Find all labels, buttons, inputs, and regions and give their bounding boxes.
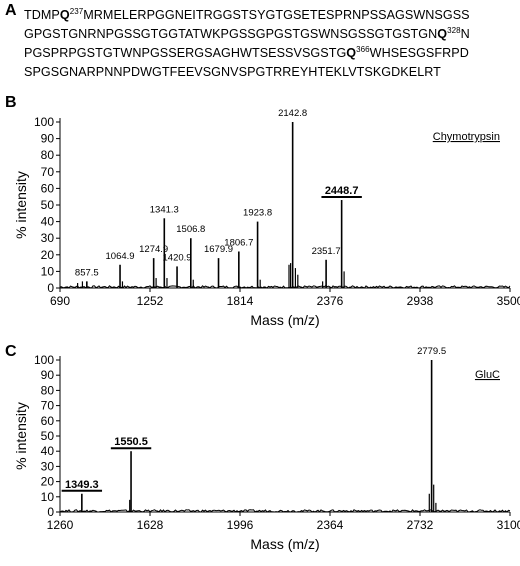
- peak-label: 1679.9: [204, 244, 233, 255]
- y-tick-label: 40: [41, 444, 55, 458]
- peak-label: 2351.7: [312, 246, 341, 257]
- y-tick-label: 80: [41, 383, 55, 397]
- peak-label: 2779.5: [417, 346, 446, 357]
- peak-label: 1806.7: [224, 237, 253, 248]
- y-tick-label: 40: [41, 215, 55, 229]
- y-axis-label: % intensity: [13, 171, 29, 239]
- x-tick-label: 3100: [497, 518, 520, 532]
- sequence-segment: WHSESGSFRPD: [369, 46, 469, 60]
- y-tick-label: 90: [41, 132, 55, 146]
- sequence-segment: SPGSGNARPNNPDWGTFEEVSGNVSPGTRREYHTEKLVTS…: [24, 65, 441, 79]
- sequence-line: SPGSGNARPNNPDWGTFEEVSGNVSPGTRREYHTEKLVTS…: [24, 63, 518, 82]
- glutamine-residue: Q: [59, 8, 70, 22]
- x-tick-label: 1628: [137, 518, 164, 532]
- y-tick-label: 10: [41, 490, 55, 504]
- peak-label: 857.5: [75, 267, 99, 278]
- x-tick-label: 2376: [317, 294, 344, 308]
- x-tick-label: 2364: [317, 518, 344, 532]
- y-tick-label: 80: [41, 148, 55, 162]
- peak-label: 1349.3: [65, 479, 99, 491]
- peak-label: 1420.9: [163, 252, 192, 263]
- y-tick-label: 100: [34, 115, 54, 129]
- y-tick-label: 0: [47, 281, 54, 295]
- y-tick-label: 10: [41, 264, 55, 278]
- y-tick-label: 50: [41, 198, 55, 212]
- x-tick-label: 1814: [227, 294, 254, 308]
- enzyme-annotation: Chymotrypsin: [433, 131, 500, 143]
- sequence-segment: N: [460, 27, 470, 41]
- sequence-segment: PGSPRPGSTGTWNPGSSERGSAGHWTSESSVSGSTG: [24, 46, 347, 60]
- panel-letter-c: C: [5, 343, 17, 360]
- y-tick-label: 50: [41, 429, 55, 443]
- glutamine-residue: Q: [437, 27, 448, 41]
- y-tick-label: 100: [34, 353, 54, 367]
- peak-label: 1923.8: [243, 208, 272, 219]
- x-tick-label: 690: [50, 294, 70, 308]
- y-tick-label: 70: [41, 165, 55, 179]
- y-tick-label: 90: [41, 368, 55, 382]
- sequence-line: GPGSTGNRNPGSSGTGGTATWKPGSSGPGSTGSWNSGSSG…: [24, 25, 518, 44]
- x-tick-label: 1252: [137, 294, 164, 308]
- sequence-segment: GPGSTGNRNPGSSGTGGTATWKPGSSGPGSTGSWNSGSSG…: [24, 27, 438, 41]
- y-tick-label: 70: [41, 399, 55, 413]
- peak-label: 2448.7: [325, 185, 359, 197]
- residue-number: 328: [447, 25, 461, 35]
- y-tick-label: 20: [41, 475, 55, 489]
- panel-letter-b: B: [5, 94, 17, 111]
- peak-label: 1341.3: [150, 204, 179, 215]
- peak-label: 2142.8: [278, 108, 307, 119]
- peak-label: 1064.9: [106, 251, 135, 262]
- sequence-segment: TDMP: [24, 8, 60, 22]
- panel-letter-a: A: [5, 2, 17, 19]
- y-tick-label: 30: [41, 231, 55, 245]
- x-tick-label: 1996: [227, 518, 254, 532]
- x-axis-label: Mass (m/z): [250, 536, 319, 552]
- peptide-sequence: TDMPQ237MRMELERPGGNEITRGGSTSYGTGSETESPRN…: [24, 6, 518, 82]
- peak-label: 1550.5: [114, 436, 148, 448]
- residue-number: 366: [356, 44, 370, 54]
- x-tick-label: 3500: [497, 294, 520, 308]
- sequence-line: PGSPRPGSTGTWNPGSSERGSAGHWTSESSVSGSTGQ366…: [24, 44, 518, 63]
- glutamine-residue: Q: [346, 46, 357, 60]
- peak-label: 1274.9: [139, 244, 168, 255]
- spectrum-baseline: [59, 285, 511, 289]
- sequence-segment: MRMELERPGGNEITRGGSTSYGTGSETESPRNPSSAGSWN…: [83, 8, 470, 22]
- x-axis-label: Mass (m/z): [250, 312, 319, 328]
- y-axis-label: % intensity: [13, 402, 29, 470]
- spectrum-baseline: [59, 509, 511, 513]
- y-tick-label: 20: [41, 248, 55, 262]
- x-tick-label: 1260: [47, 518, 74, 532]
- sequence-line: TDMPQ237MRMELERPGGNEITRGGSTSYGTGSETESPRN…: [24, 6, 518, 25]
- chymotrypsin-mass-spectrum: 0 10 20 30 40 50 60 70 80 90 100 690 1252 1814 2376 293…: [13, 108, 520, 328]
- y-tick-label: 0: [47, 505, 54, 519]
- x-tick-label: 2938: [407, 294, 434, 308]
- peak-label: 1506.8: [176, 224, 205, 235]
- y-tick-label: 60: [41, 414, 55, 428]
- y-tick-label: 60: [41, 181, 55, 195]
- enzyme-annotation: GluC: [475, 369, 500, 381]
- y-tick-label: 30: [41, 459, 55, 473]
- x-tick-label: 2732: [407, 518, 434, 532]
- residue-number: 237: [69, 6, 84, 16]
